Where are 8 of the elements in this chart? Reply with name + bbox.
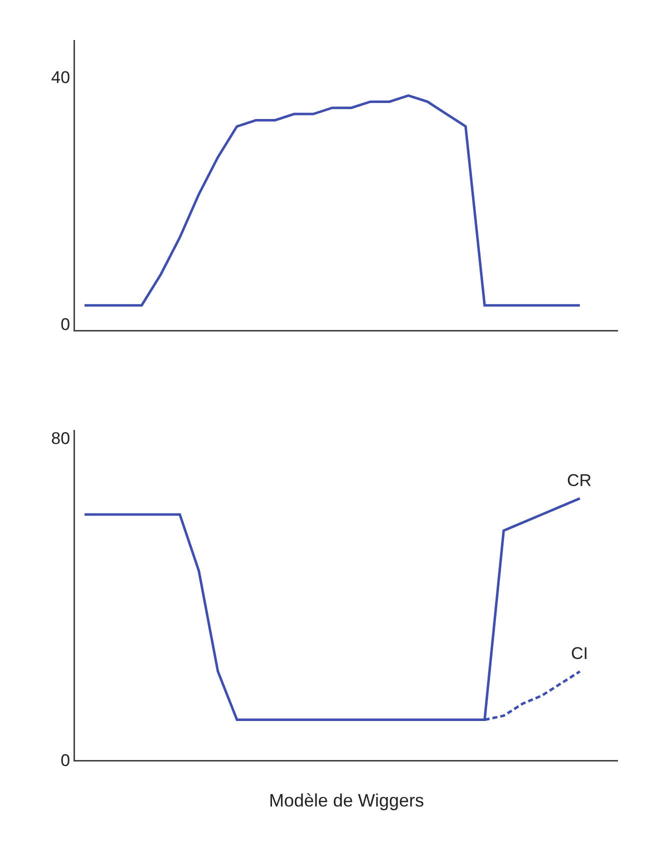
series-label: CI	[571, 644, 588, 663]
line-series	[83, 94, 582, 307]
y-tick-label: 0	[60, 750, 70, 770]
series-label: CR	[567, 471, 592, 490]
y-tick-label: 0	[60, 314, 70, 334]
x-axis-title: Modèle de Wiggers	[268, 790, 424, 810]
y-tick-label: 40	[51, 68, 70, 87]
y-tick-label: 80	[51, 429, 70, 448]
